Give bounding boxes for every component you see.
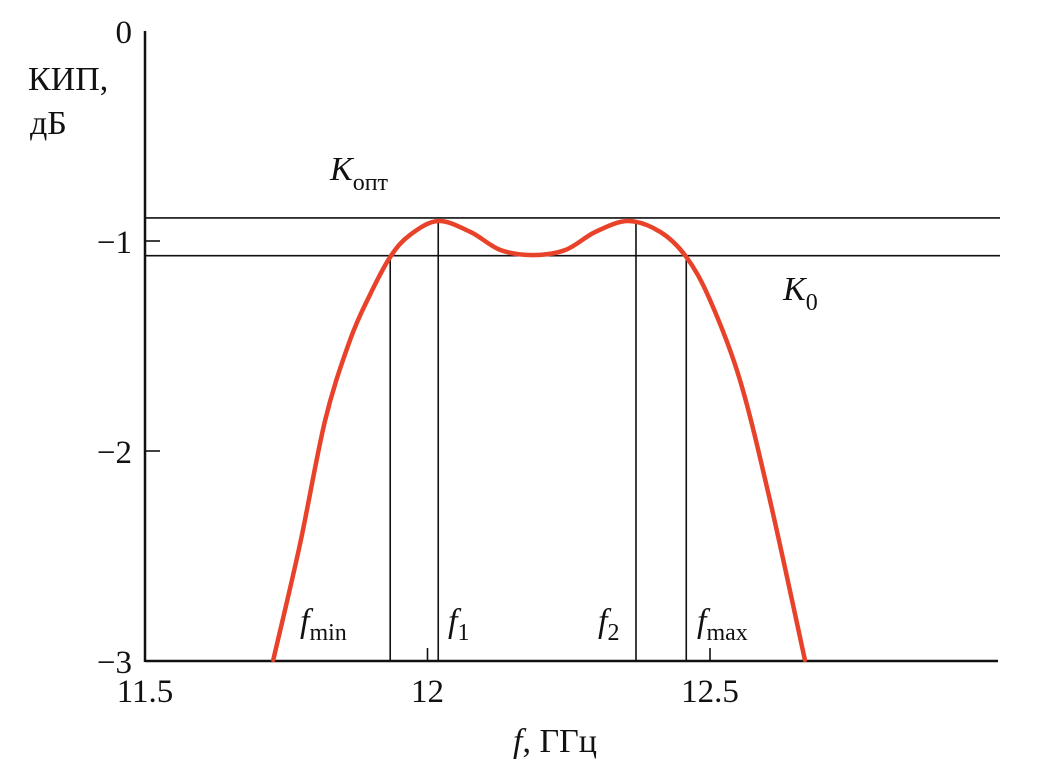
x-tick-label: 11.5 <box>117 674 174 710</box>
y-tick-label: −1 <box>97 225 132 261</box>
marker-label-f2: f2 <box>598 603 619 646</box>
marker-label-fmax: fmax <box>697 603 748 646</box>
x-tick-label: 12 <box>411 674 444 710</box>
y-axis-label-line1: КИП, <box>28 61 108 98</box>
y-tick-label: −3 <box>97 645 132 681</box>
y-axis-label-line2: дБ <box>30 105 67 142</box>
marker-label-f1: f1 <box>448 603 469 646</box>
ref-label-k0: K0 <box>782 271 818 316</box>
marker-label-fmin: fmin <box>300 603 347 646</box>
series-line <box>271 218 808 663</box>
x-axis-label: f, ГГц <box>513 723 597 760</box>
y-tick-label: 0 <box>116 15 133 51</box>
ref-label-k-opt: Kопт <box>329 151 389 196</box>
y-tick-label: −2 <box>97 435 132 471</box>
x-tick-label: 12.5 <box>681 674 739 710</box>
